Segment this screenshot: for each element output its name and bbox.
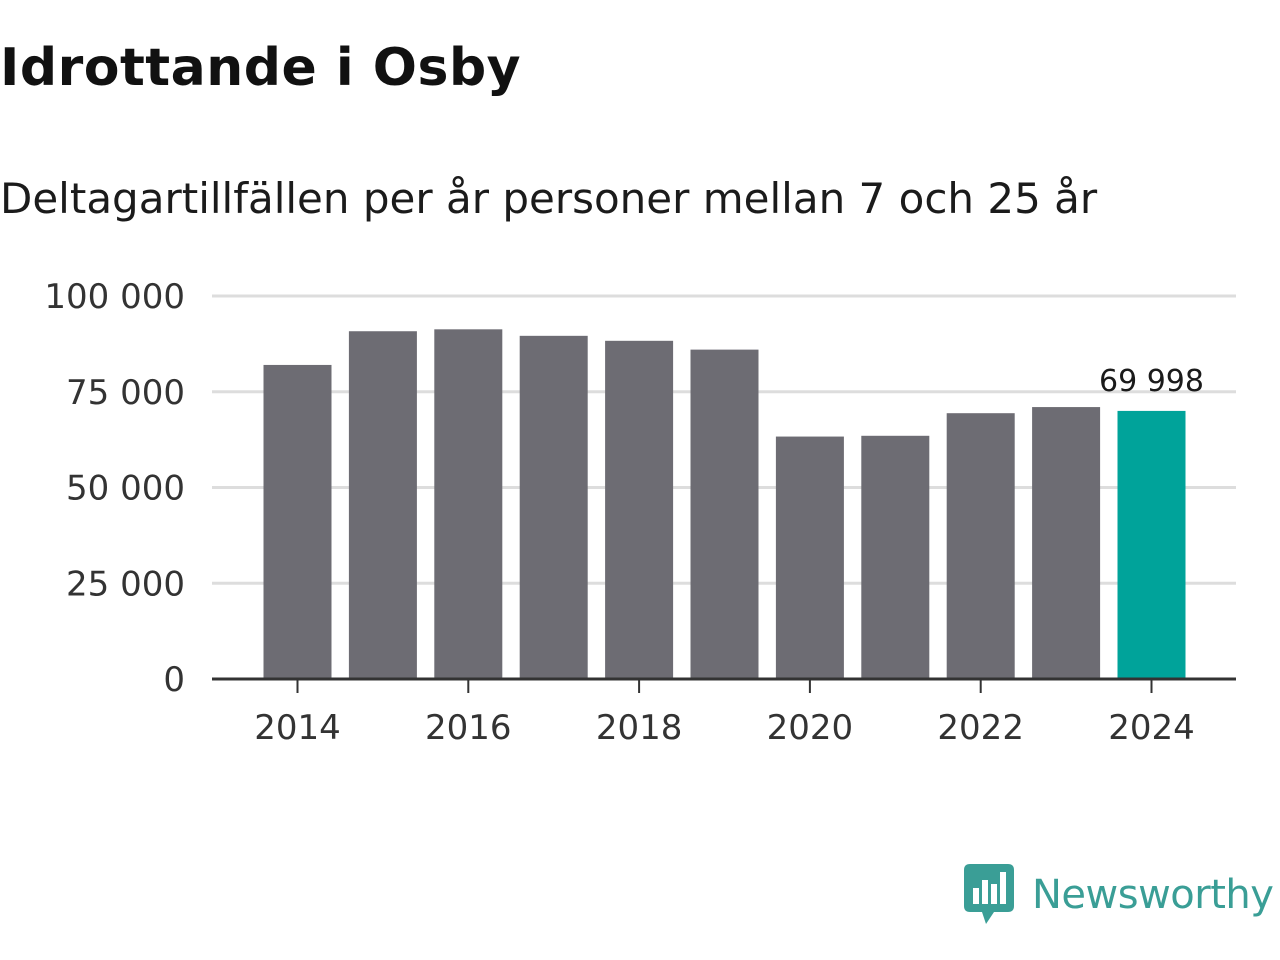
bar xyxy=(861,435,930,679)
brand: Newsworthy xyxy=(964,864,1274,926)
y-tick-label: 25 000 xyxy=(66,564,185,604)
y-tick-label: 100 000 xyxy=(44,277,185,317)
bar xyxy=(519,335,588,679)
bar-chart: 0 25 000 50 000 75 000 100 000 2014 2016 2018 20… xyxy=(44,277,1236,748)
y-tick-label: 0 xyxy=(163,660,185,700)
x-tick-label: 2016 xyxy=(425,708,512,748)
x-tick-label: 2018 xyxy=(596,708,683,748)
chart-subtitle: Deltagartillfällen per år personer mella… xyxy=(0,174,1098,223)
y-tick-label: 50 000 xyxy=(66,469,185,509)
bar xyxy=(348,331,417,679)
y-tick-label: 75 000 xyxy=(66,373,185,413)
newsworthy-logo-icon xyxy=(964,864,1014,924)
bar xyxy=(690,349,759,679)
bar xyxy=(263,364,332,679)
chart-title: Idrottande i Osby xyxy=(0,38,522,98)
bar xyxy=(434,329,503,679)
bar xyxy=(946,413,1015,679)
bar-data-label: 69 998 xyxy=(1099,364,1204,399)
bar xyxy=(1032,407,1101,679)
bar xyxy=(1117,410,1186,679)
x-tick-label: 2020 xyxy=(767,708,854,748)
bar xyxy=(775,436,844,679)
x-tick-label: 2024 xyxy=(1108,708,1195,748)
x-tick-label: 2022 xyxy=(937,708,1024,748)
bar xyxy=(605,340,674,679)
brand-name: Newsworthy xyxy=(1032,872,1274,918)
x-tick-label: 2014 xyxy=(254,708,341,748)
